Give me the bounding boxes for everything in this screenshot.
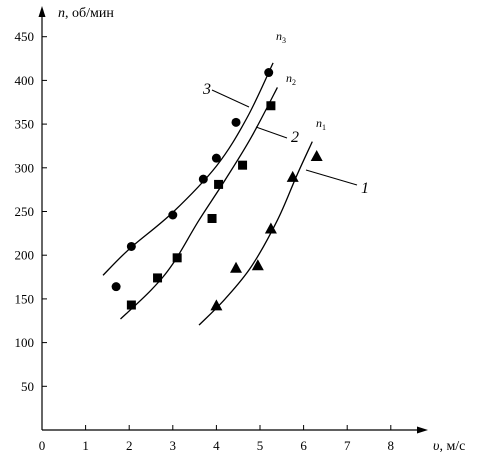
series-3-point — [111, 282, 121, 292]
series-3-leader-line — [211, 89, 250, 108]
y-tick-label: 300 — [15, 160, 35, 175]
series-2-point — [207, 213, 217, 223]
series-1-curve — [198, 141, 313, 326]
x-axis-arrow — [417, 426, 428, 434]
series-1-point — [251, 259, 264, 271]
x-axis-label-unit: , м/с — [439, 439, 465, 454]
tick-group: 0 1 2 3 4 5 6 7 8 50 100 150 200 250 300 350 400 450 — [15, 29, 395, 453]
series-3-curve-label: n3 — [276, 29, 286, 45]
series-2-point — [214, 179, 224, 189]
series-2-number-label: 2 — [291, 129, 299, 146]
y-tick-label: 250 — [15, 204, 35, 219]
x-tick-label: 1 — [82, 438, 89, 453]
series-3-point — [264, 68, 274, 78]
marker-group — [111, 68, 323, 311]
y-tick-label: 350 — [15, 117, 35, 132]
series-2-curve-label-sub: 2 — [292, 78, 296, 87]
y-tick-label: 200 — [15, 248, 35, 263]
series-2-curve-label: n2 — [286, 71, 296, 87]
series-2-curve — [120, 87, 278, 320]
y-tick-label: 450 — [15, 29, 35, 44]
series-1-curve-label-sub: 1 — [322, 123, 326, 132]
x-axis-label-var: υ — [433, 439, 439, 454]
series-3-point — [126, 241, 136, 251]
series-1-point — [264, 222, 277, 234]
series-2-leader-line — [255, 126, 288, 139]
x-tick-label: 8 — [388, 438, 395, 453]
x-axis-label: υ, м/с — [433, 439, 465, 454]
y-axis-label: n, об/мин — [58, 6, 114, 21]
x-tick-label: 2 — [126, 438, 133, 453]
series-3-curve-label-sub: 3 — [282, 36, 286, 45]
series-1-point — [230, 261, 243, 273]
x-tick-label: 7 — [344, 438, 351, 453]
series-2-point — [126, 300, 136, 310]
series-1-leader-line — [305, 169, 358, 186]
series-2-point — [266, 101, 276, 111]
series-3-curve — [102, 62, 274, 276]
series-2-point — [172, 253, 182, 263]
x-tick-label: 6 — [300, 438, 307, 453]
curve-group — [102, 62, 313, 326]
y-tick-label: 50 — [21, 379, 34, 394]
y-tick-label: 150 — [15, 291, 35, 306]
series-1-point — [310, 149, 323, 161]
series-3-point — [198, 174, 208, 184]
x-tick-label: 4 — [213, 438, 220, 453]
series-3-point — [231, 117, 241, 127]
series-3-point — [211, 153, 221, 163]
series-1-number-label: 1 — [361, 180, 369, 197]
chart-axes — [38, 6, 428, 434]
y-axis-label-var: n — [58, 6, 65, 21]
x-tick-label: 3 — [170, 438, 177, 453]
series-3-curve-label-var: n — [276, 29, 282, 43]
y-tick-label: 400 — [15, 73, 35, 88]
series-3-point — [168, 210, 178, 220]
series-1-point — [210, 299, 223, 311]
series-1-curve-label-var: n — [316, 116, 322, 130]
x-tick-label: 5 — [257, 438, 264, 453]
series-3-number-label: 3 — [202, 81, 211, 98]
series-1-curve-label: n1 — [316, 116, 326, 132]
series-2-curve-label-var: n — [286, 71, 292, 85]
series-1-point — [286, 170, 299, 182]
series-2-point — [238, 160, 248, 170]
y-axis-arrow — [38, 6, 46, 17]
y-axis-label-unit: , об/мин — [65, 6, 114, 21]
y-tick-label: 100 — [15, 335, 35, 350]
series-2-point — [153, 273, 163, 283]
x-tick-label: 0 — [39, 438, 46, 453]
